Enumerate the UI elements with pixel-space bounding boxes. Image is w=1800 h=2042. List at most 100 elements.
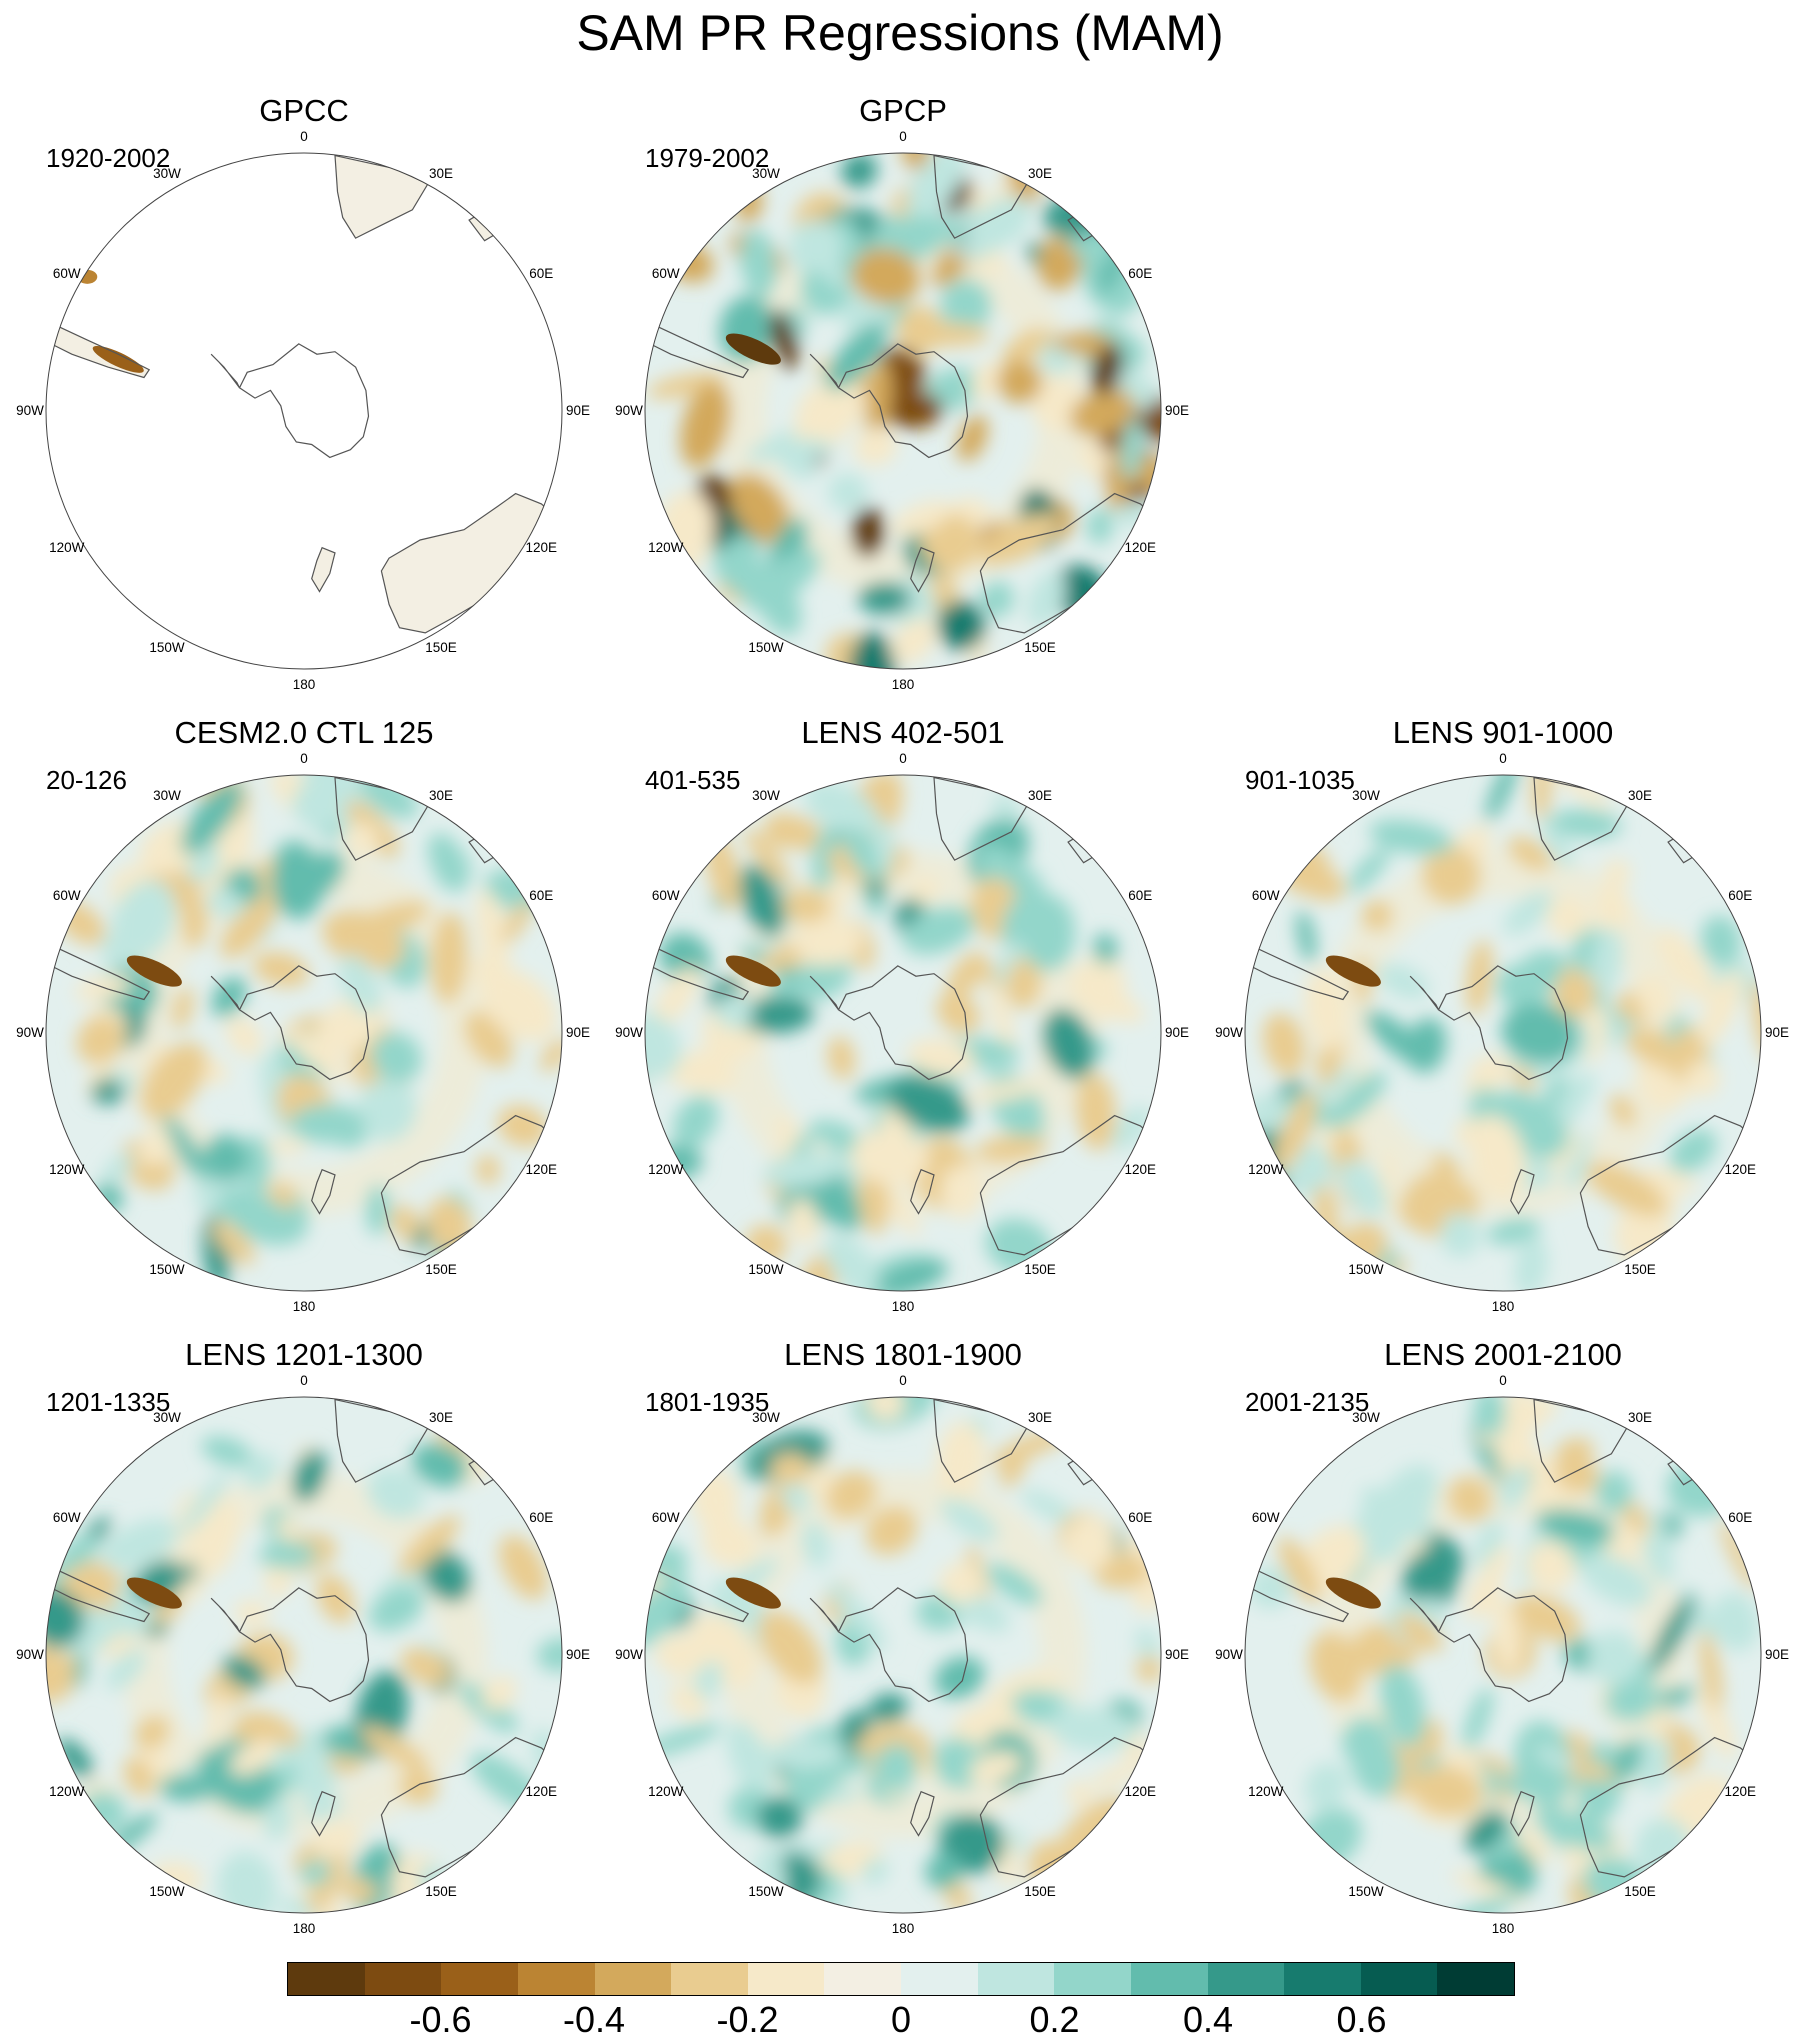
field-blob: [1595, 882, 1630, 934]
longitude-label: 90W: [16, 1647, 44, 1662]
longitude-label: 60W: [651, 1510, 680, 1525]
field-blob: [1669, 1129, 1717, 1173]
field-blob: [292, 1449, 327, 1503]
field-blob: [398, 1515, 461, 1576]
field-blob: [252, 951, 310, 987]
field-blob: [729, 473, 791, 544]
field-blob: [1501, 1003, 1579, 1064]
longitude-label: 120W: [49, 1784, 85, 1799]
field-blob: [338, 954, 382, 1015]
map-boundary: [1244, 774, 1762, 1292]
field-peak: [1325, 955, 1381, 987]
longitude-label: 150W: [748, 640, 784, 656]
longitude-label: 150E: [1024, 640, 1056, 656]
field-blob: [411, 1442, 469, 1488]
colorbar-tick-label: 0.4: [1182, 1999, 1234, 2040]
colorbar-tick-label: -0.6: [409, 1999, 472, 2040]
coastline: [46, 319, 151, 379]
field-blob: [1093, 1554, 1151, 1590]
longitude-label: 0: [1499, 1373, 1507, 1388]
field-blob: [1447, 1476, 1492, 1523]
field-blob: [172, 986, 194, 1031]
colorbar-tick-label: 0: [890, 1999, 912, 2040]
field-blob: [1590, 928, 1624, 992]
field-blob: [316, 1573, 355, 1624]
field-blob: [804, 780, 879, 836]
field-blob: [1396, 1612, 1444, 1652]
field-blob: [1006, 956, 1042, 1010]
period-label: 20-126: [46, 765, 127, 795]
field-blob: [222, 1655, 266, 1689]
field-blob: [645, 1014, 682, 1078]
field-blob: [854, 427, 898, 466]
colorbar: [287, 1962, 1515, 1996]
longitude-label: 60W: [52, 266, 81, 281]
field-blob: [905, 215, 982, 242]
field-blob: [701, 1516, 759, 1569]
longitude-label: 90E: [565, 1025, 591, 1040]
period-label: 1920-2002: [46, 143, 171, 173]
field-blob: [940, 279, 992, 331]
longitude-label: 30E: [428, 165, 454, 181]
field-blob: [1603, 859, 1631, 886]
longitude-label: 150E: [425, 1262, 457, 1278]
field-blob: [202, 1134, 249, 1182]
field-blob: [475, 1154, 500, 1185]
field-blob: [1486, 1218, 1541, 1245]
colorbar-swatch: [1130, 1963, 1208, 1995]
field-blob: [1587, 1630, 1642, 1685]
longitude-label: 150E: [1624, 1262, 1656, 1278]
colorbar-swatch: [1437, 1963, 1514, 1995]
field-blob: [308, 1847, 350, 1913]
field-blob: [757, 1610, 823, 1685]
field-peak: [725, 955, 781, 987]
field-blob: [258, 1541, 318, 1569]
field-blob: [1304, 1762, 1348, 1811]
field-blob: [1086, 507, 1113, 545]
field-blob: [1043, 1008, 1094, 1080]
field-blob: [849, 632, 896, 669]
longitude-label: 180: [1491, 1299, 1515, 1314]
field-blob: [875, 1743, 918, 1791]
field-blob: [1364, 1011, 1436, 1071]
field-blob: [1550, 809, 1622, 839]
field-blob: [826, 322, 888, 391]
field-blob: [212, 1220, 256, 1265]
field-blob: [986, 1562, 1044, 1607]
field-blob: [715, 994, 753, 1029]
colorbar-swatch: [671, 1963, 748, 1995]
field-blob: [936, 992, 981, 1034]
longitude-label: 60W: [52, 1510, 81, 1525]
field-blob: [1376, 963, 1430, 1000]
longitude-label: 60E: [1728, 888, 1753, 903]
field-blob: [991, 793, 1019, 821]
field-blob: [936, 1421, 987, 1502]
field-blob: [1473, 1519, 1504, 1570]
colorbar-swatch: [364, 1963, 442, 1995]
coastline: [645, 1563, 750, 1623]
field-blob: [645, 1578, 690, 1649]
longitude-label: 120E: [1724, 1162, 1757, 1177]
field-blob: [140, 1042, 207, 1120]
longitude-label: 60W: [1251, 888, 1280, 903]
field-blob: [1360, 1486, 1409, 1542]
colorbar-swatch: [517, 1963, 595, 1995]
field-blob: [1699, 1630, 1723, 1710]
field-blob: [1401, 1542, 1464, 1601]
panel-title: LENS 402-501: [801, 715, 1005, 750]
field-blob: [1002, 328, 1051, 365]
field-blob: [1432, 1151, 1461, 1179]
colorbar-swatch: [1284, 1963, 1361, 1995]
field-blob: [300, 1859, 331, 1887]
field-blob: [46, 1588, 85, 1648]
longitude-label: 0: [899, 751, 907, 766]
longitude-label: 30W: [153, 787, 181, 803]
field-blob: [1278, 1536, 1321, 1605]
field-blob: [737, 996, 814, 1034]
field-blob: [271, 844, 324, 920]
longitude-label: 60W: [651, 266, 680, 281]
field-blob: [1021, 895, 1076, 972]
longitude-label: 90W: [16, 403, 44, 418]
